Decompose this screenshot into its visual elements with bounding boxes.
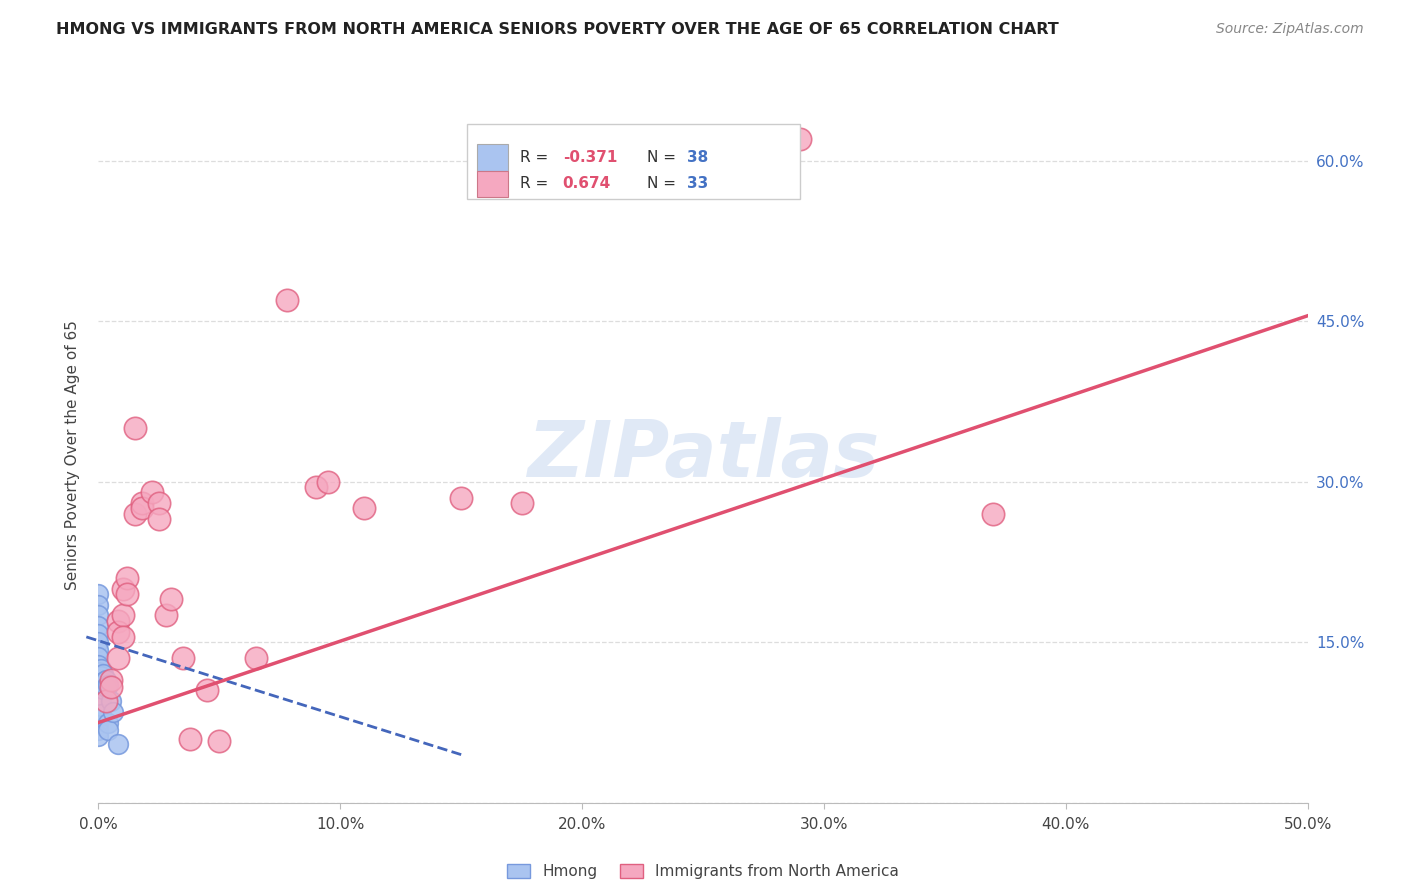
Point xyxy=(117,587,139,601)
FancyBboxPatch shape xyxy=(477,170,509,197)
Point xyxy=(87,608,110,623)
Point xyxy=(107,651,129,665)
Point xyxy=(90,692,112,706)
Point xyxy=(94,680,117,694)
Point xyxy=(124,507,146,521)
Point xyxy=(90,669,112,683)
Point xyxy=(87,587,110,601)
Point xyxy=(276,293,298,307)
Text: R =: R = xyxy=(520,150,554,165)
Point xyxy=(100,694,122,708)
Point xyxy=(87,619,110,633)
Point xyxy=(87,650,110,665)
Text: 38: 38 xyxy=(688,150,709,165)
Point xyxy=(87,672,110,686)
Point xyxy=(87,635,110,649)
Point xyxy=(94,694,117,708)
Point xyxy=(117,571,139,585)
Point xyxy=(87,642,110,657)
Point xyxy=(87,598,110,612)
Point xyxy=(90,662,112,676)
Y-axis label: Seniors Poverty Over the Age of 65: Seniors Poverty Over the Age of 65 xyxy=(65,320,80,590)
Point xyxy=(87,730,110,744)
Point xyxy=(107,614,129,628)
Point xyxy=(87,678,110,692)
Point xyxy=(245,651,267,665)
Text: ZIPatlas: ZIPatlas xyxy=(527,417,879,493)
FancyBboxPatch shape xyxy=(477,145,509,170)
Point xyxy=(101,705,124,719)
Point xyxy=(87,684,110,698)
Point xyxy=(141,485,163,500)
Text: 33: 33 xyxy=(688,177,709,192)
Point xyxy=(90,677,112,691)
Point xyxy=(97,678,120,692)
Text: N =: N = xyxy=(647,177,682,192)
Text: Source: ZipAtlas.com: Source: ZipAtlas.com xyxy=(1216,22,1364,37)
Text: N =: N = xyxy=(647,150,682,165)
Point xyxy=(148,512,170,526)
Point xyxy=(87,698,110,712)
Point xyxy=(87,704,110,718)
Point xyxy=(90,684,112,698)
Point xyxy=(91,667,114,681)
Point xyxy=(87,723,110,737)
Point xyxy=(87,626,110,640)
Legend: Hmong, Immigrants from North America: Hmong, Immigrants from North America xyxy=(501,858,905,886)
Point xyxy=(107,737,129,751)
Point xyxy=(131,496,153,510)
Point xyxy=(97,723,120,737)
Point xyxy=(87,710,110,724)
Point xyxy=(90,699,112,714)
Text: 0.674: 0.674 xyxy=(562,177,612,192)
Point xyxy=(172,651,194,665)
Point xyxy=(131,501,153,516)
Point xyxy=(107,624,129,639)
Point xyxy=(87,665,110,680)
Point xyxy=(124,421,146,435)
Point xyxy=(100,673,122,687)
Point xyxy=(981,507,1004,521)
Point xyxy=(353,501,375,516)
Point xyxy=(90,706,112,721)
Point xyxy=(97,715,120,730)
Point xyxy=(305,480,328,494)
Point xyxy=(91,674,114,689)
Point xyxy=(91,682,114,697)
Point xyxy=(87,690,110,705)
Point xyxy=(148,496,170,510)
Point xyxy=(789,132,811,146)
Point xyxy=(87,657,110,672)
Text: R =: R = xyxy=(520,177,554,192)
Point xyxy=(510,496,533,510)
Point xyxy=(111,630,134,644)
Point xyxy=(316,475,339,489)
Point xyxy=(87,716,110,731)
Point xyxy=(100,680,122,694)
Point xyxy=(111,608,134,623)
Text: -0.371: -0.371 xyxy=(562,150,617,165)
Point xyxy=(179,731,201,746)
FancyBboxPatch shape xyxy=(467,124,800,199)
Point xyxy=(160,592,183,607)
Point xyxy=(208,733,231,747)
Text: HMONG VS IMMIGRANTS FROM NORTH AMERICA SENIORS POVERTY OVER THE AGE OF 65 CORREL: HMONG VS IMMIGRANTS FROM NORTH AMERICA S… xyxy=(56,22,1059,37)
Point xyxy=(450,491,472,505)
Point xyxy=(155,608,177,623)
Point xyxy=(111,582,134,596)
Point xyxy=(195,683,218,698)
Point xyxy=(94,673,117,687)
